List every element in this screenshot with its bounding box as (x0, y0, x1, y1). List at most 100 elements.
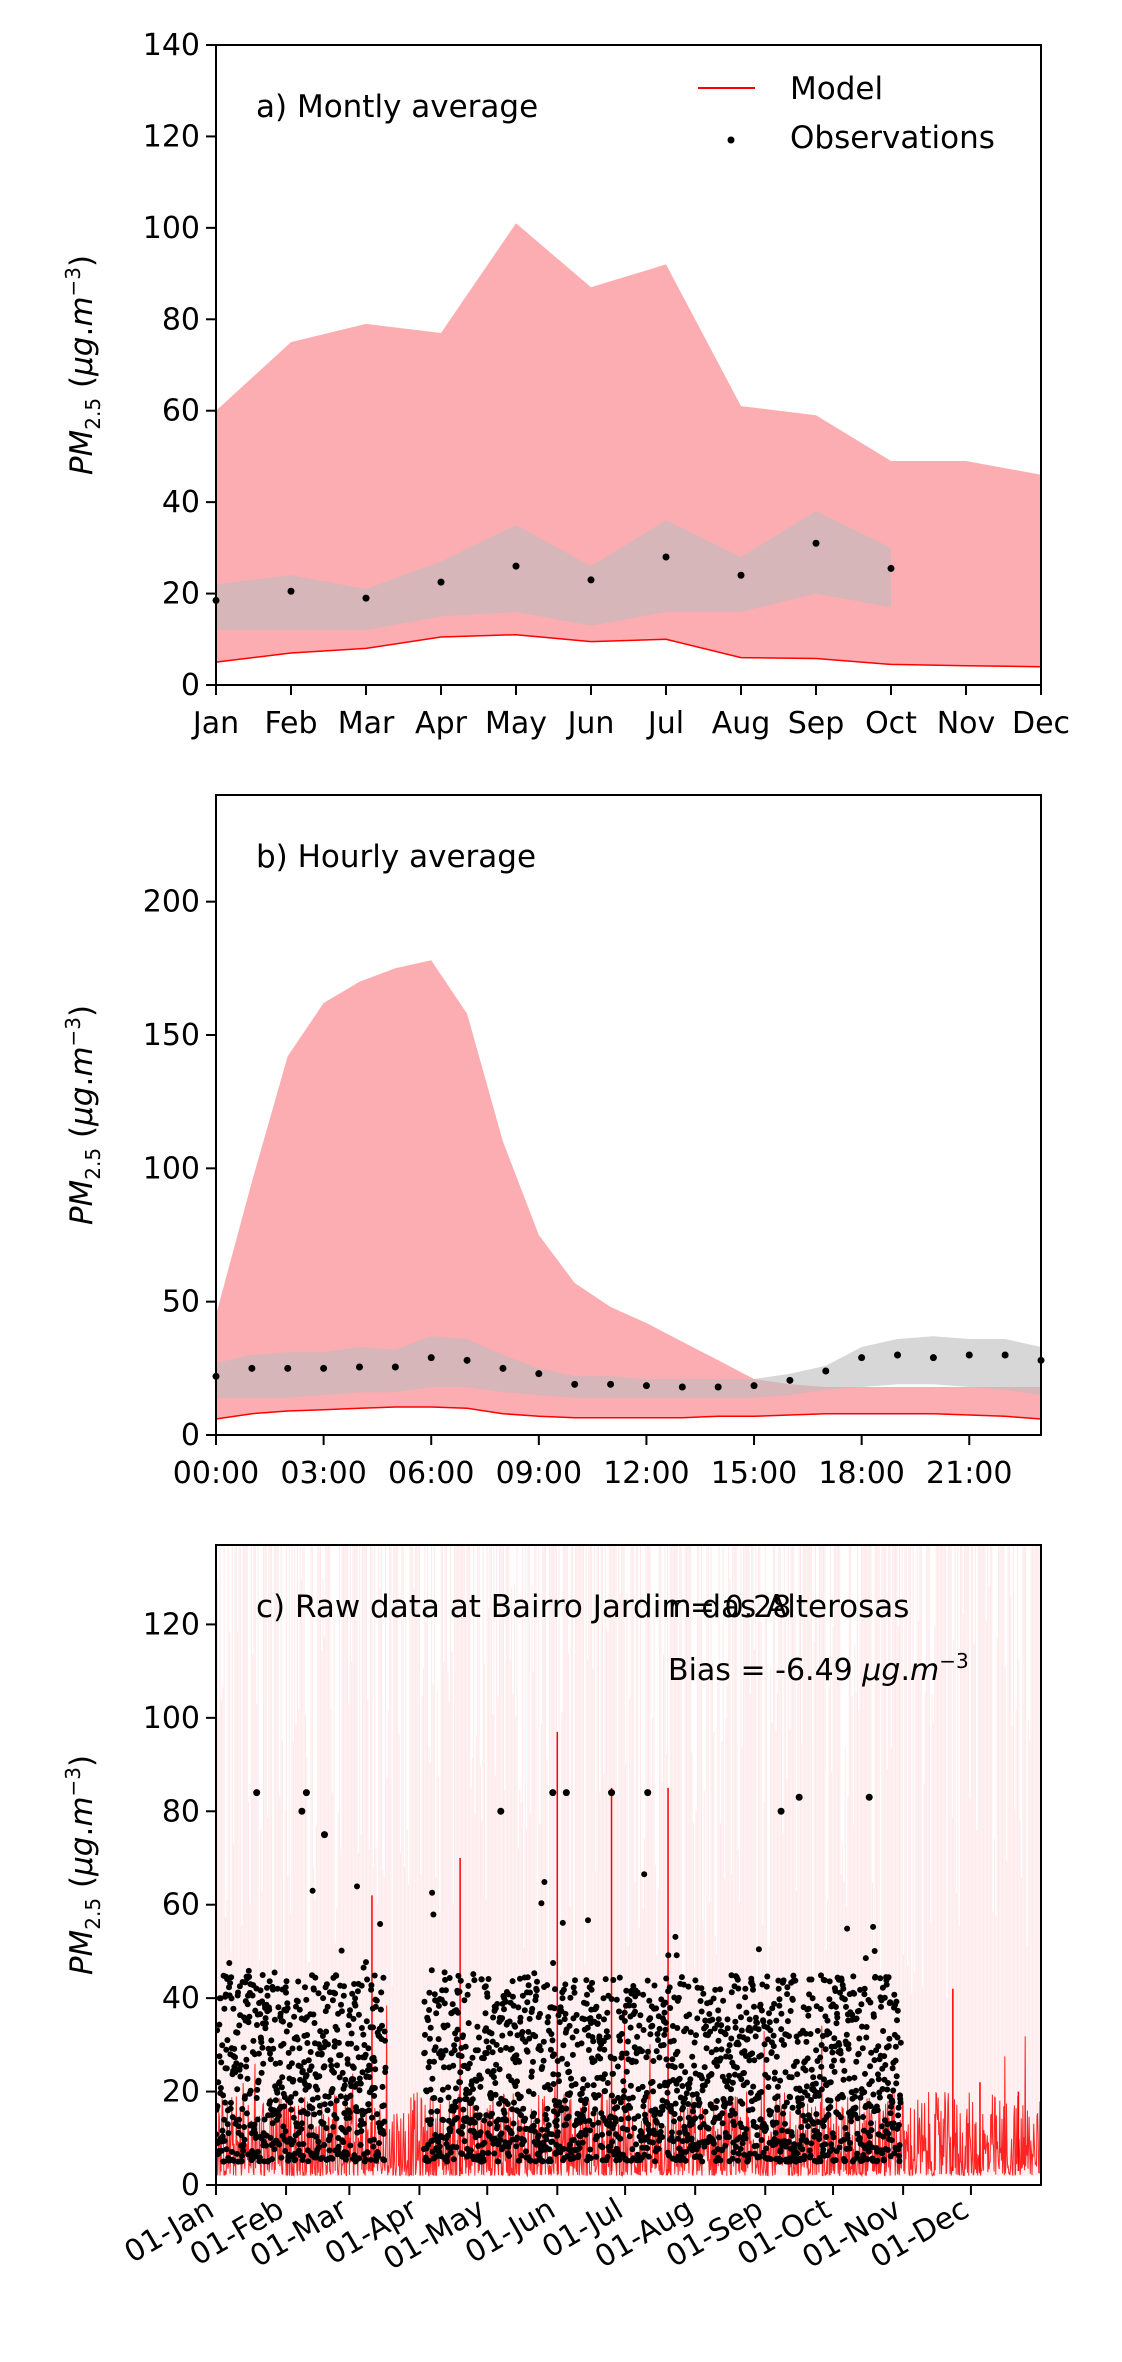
observation-point (677, 2115, 683, 2122)
observation-point (522, 2115, 529, 2122)
observation-point (454, 2115, 460, 2121)
observation-point (338, 1947, 345, 1954)
observation-point (442, 2047, 449, 2054)
observation-point (842, 2157, 849, 2164)
observation-point (275, 2004, 282, 2011)
observation-point (245, 1967, 252, 1974)
observation-point (662, 2019, 669, 2026)
observation-point (421, 1998, 428, 2005)
observation-point (465, 1982, 472, 1989)
observation-point (891, 2150, 898, 2157)
observation-point (685, 2101, 692, 2107)
observation-point (808, 1976, 815, 1983)
observation-point (818, 2063, 825, 2070)
observation-point (542, 2111, 549, 2118)
observation-point (358, 2128, 365, 2134)
observation-point (490, 2014, 497, 2021)
observation-point (240, 2141, 247, 2148)
observation-point (728, 2035, 735, 2042)
observation-point (763, 1983, 770, 1990)
observation-point (345, 2126, 352, 2132)
observation-point (878, 2003, 884, 2010)
observation-point (275, 2112, 282, 2119)
observation-point (457, 2069, 464, 2076)
observation-point (530, 2091, 537, 2097)
observation-point (719, 2120, 726, 2127)
observation-point (451, 2042, 458, 2049)
observation-point (784, 1991, 791, 1998)
observation-point (634, 2033, 641, 2040)
observation-point (302, 1789, 310, 1797)
observation-point (840, 2094, 846, 2101)
observation-point (753, 2142, 760, 2149)
observation-point (766, 2019, 773, 2026)
x-tick-label: 09:00 (496, 1456, 582, 1491)
observation-point (729, 2155, 736, 2162)
observation-point (583, 2000, 590, 2007)
observation-point (718, 2022, 725, 2029)
observation-point (500, 2144, 507, 2151)
observation-point (802, 2117, 809, 2124)
observation-point (341, 2082, 348, 2089)
observation-point (299, 2067, 306, 2074)
observation-point (453, 2144, 460, 2151)
observation-point (708, 2049, 715, 2056)
observation-point (871, 1948, 878, 1954)
observation-point (341, 1983, 347, 1990)
observation-point (713, 2098, 720, 2104)
observation-point (894, 2034, 901, 2041)
observation-point (440, 2117, 447, 2124)
observation-point (868, 2049, 875, 2056)
observation-point (783, 2099, 790, 2106)
observation-point (508, 2130, 515, 2137)
observation-point (616, 1974, 623, 1981)
observation-point (620, 2093, 627, 2100)
observation-point (817, 2006, 824, 2012)
observation-point (852, 2104, 859, 2111)
observation-point (234, 2029, 241, 2036)
observation-point (758, 2052, 765, 2059)
observation-point (881, 1994, 888, 2001)
observation-point (521, 2007, 528, 2014)
observation-point (357, 2142, 364, 2148)
observation-point (710, 1995, 717, 2002)
observation-point (595, 2092, 602, 2099)
observation-point (725, 2047, 732, 2054)
observation-point (629, 2094, 636, 2101)
observation-point (582, 2131, 589, 2138)
observation-point (284, 2000, 291, 2007)
observation-point (735, 2157, 741, 2164)
observation-point (813, 2111, 820, 2118)
observation-point (555, 2012, 562, 2019)
observation-point (480, 2157, 487, 2164)
observation-point (551, 2051, 558, 2058)
observation-point (543, 2116, 550, 2123)
observation-point (652, 2158, 658, 2165)
observation-point (262, 2015, 269, 2022)
observation-point (640, 1991, 647, 1998)
observation-point (871, 2057, 878, 2064)
observation-point (646, 1997, 653, 2004)
observation-point (830, 2134, 837, 2141)
observation-point (787, 2008, 794, 2014)
y-tick-label: 100 (143, 1151, 200, 1186)
observation-point (645, 2048, 651, 2055)
panel-title-a: a) Montly average (256, 89, 538, 125)
observation-point (351, 1981, 358, 1987)
observation-point (693, 2032, 699, 2039)
observation-point (240, 2044, 247, 2051)
observation-point (236, 2066, 243, 2073)
observation-point (320, 2120, 327, 2127)
observation-point (327, 2057, 334, 2064)
observation-point (427, 1354, 435, 1362)
observation-point (683, 2148, 689, 2155)
x-tick-label: 03:00 (280, 1456, 366, 1491)
observation-point (754, 2132, 761, 2139)
observation-point (513, 2143, 520, 2150)
observation-point (810, 2074, 817, 2081)
observation-point (337, 2052, 344, 2059)
observation-point (645, 2121, 652, 2128)
observation-point (216, 2103, 221, 2110)
observation-point (662, 1999, 669, 2006)
observation-point (851, 1990, 858, 1997)
